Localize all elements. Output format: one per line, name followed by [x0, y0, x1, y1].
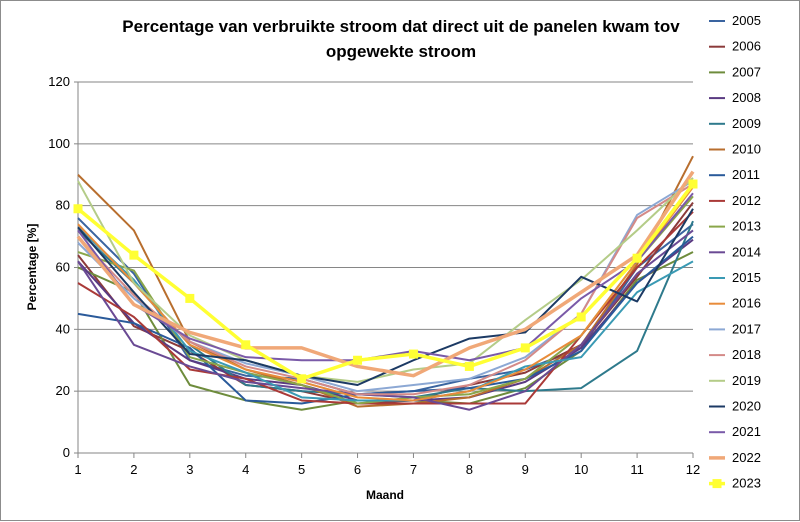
- legend-item-2014: 2014: [709, 244, 761, 259]
- legend-item-2018: 2018: [709, 347, 761, 362]
- y-tick-label: 40: [56, 321, 70, 336]
- y-tick-label: 100: [48, 136, 70, 151]
- series-line-2023: [76, 182, 695, 381]
- legend-label: 2014: [732, 244, 761, 259]
- legend-label: 2007: [732, 64, 761, 79]
- series-layer: [73, 155, 698, 411]
- series-point-2023: [297, 374, 307, 384]
- legend-item-2006: 2006: [709, 39, 761, 54]
- legend-item-2022: 2022: [709, 450, 761, 465]
- legend-label: 2023: [732, 476, 761, 491]
- legend-label: 2006: [732, 39, 761, 54]
- legend-item-2017: 2017: [709, 321, 761, 336]
- series-2016: [77, 186, 694, 402]
- x-tick-label: 3: [186, 462, 193, 477]
- series-2018: [77, 183, 694, 396]
- series-line-2005: [77, 217, 694, 396]
- series-line-2018: [77, 183, 694, 396]
- series-2023: [73, 179, 698, 384]
- y-tick-label: 20: [56, 383, 70, 398]
- legend-label: 2010: [732, 142, 761, 157]
- series-line-2022: [76, 170, 695, 378]
- chart-title-line-1: Percentage van verbruikte stroom dat dir…: [122, 17, 680, 36]
- series-point-2023: [408, 349, 418, 359]
- x-tick-label: 5: [298, 462, 305, 477]
- legend-item-2013: 2013: [709, 219, 761, 234]
- series-2005: [77, 217, 694, 396]
- legend-label: 2021: [732, 424, 761, 439]
- series-point-2023: [576, 312, 586, 322]
- series-2022: [76, 170, 695, 378]
- legend-item-2007: 2007: [709, 64, 761, 79]
- legend-item-2011: 2011: [709, 167, 760, 182]
- legend-item-2009: 2009: [709, 116, 761, 131]
- legend-item-2012: 2012: [709, 193, 761, 208]
- legend-item-2015: 2015: [709, 270, 761, 285]
- series-line-2015: [77, 226, 694, 402]
- legend-label: 2013: [732, 219, 761, 234]
- legend-label: 2008: [732, 90, 761, 105]
- legend-label: 2019: [732, 373, 761, 388]
- series-point-2023: [129, 250, 139, 260]
- series-line-2014: [77, 229, 694, 411]
- x-tick-label: 6: [354, 462, 361, 477]
- legend-item-2008: 2008: [709, 90, 761, 105]
- legend-item-2020: 2020: [709, 399, 761, 414]
- legend-item-2023: 2023: [709, 476, 761, 491]
- legend-item-2021: 2021: [709, 424, 761, 439]
- y-tick-label: 80: [56, 198, 70, 213]
- series-point-2023: [353, 355, 363, 365]
- legend-label: 2012: [732, 193, 761, 208]
- series-point-2023: [73, 204, 83, 214]
- series-point-2023: [185, 293, 195, 303]
- legend-label: 2018: [732, 347, 761, 362]
- legend-label: 2020: [732, 399, 761, 414]
- legend-item-2016: 2016: [709, 296, 761, 311]
- legend-label: 2011: [732, 167, 760, 182]
- y-tick-label: 0: [63, 445, 70, 460]
- legend-item-2019: 2019: [709, 373, 761, 388]
- legend: 2005 2006 2007 2008 2009 2010 2011 2012 2013 2014…: [709, 13, 761, 491]
- x-tick-label: 1: [74, 462, 81, 477]
- series-point-2023: [632, 253, 642, 263]
- series-point-2023: [464, 361, 474, 371]
- x-tick-label: 12: [686, 462, 700, 477]
- legend-label: 2022: [732, 450, 761, 465]
- chart-title-line-2: opgewekte stroom: [326, 42, 476, 61]
- legend-marker: [712, 479, 722, 489]
- x-tick-label: 4: [242, 462, 249, 477]
- series-2014: [77, 229, 694, 411]
- y-tick-label: 120: [48, 74, 70, 89]
- x-tick-label: 11: [630, 462, 644, 477]
- grid-layer: [78, 81, 693, 392]
- x-axis-label: Maand: [366, 488, 404, 502]
- x-tick-label: 10: [574, 462, 588, 477]
- x-tick-label: 9: [522, 462, 529, 477]
- legend-label: 2009: [732, 116, 761, 131]
- series-point-2023: [688, 179, 698, 189]
- x-tick-label: 7: [410, 462, 417, 477]
- y-axis-label: Percentage [%]: [25, 224, 39, 311]
- series-point-2023: [241, 340, 251, 350]
- y-tick-label: 60: [56, 260, 70, 275]
- legend-label: 2015: [732, 270, 761, 285]
- series-2015: [77, 226, 694, 402]
- series-point-2023: [520, 343, 530, 353]
- series-line-2016: [77, 186, 694, 402]
- x-tick-label: 2: [130, 462, 137, 477]
- legend-label: 2017: [732, 321, 761, 336]
- legend-label: 2016: [732, 296, 761, 311]
- legend-item-2010: 2010: [709, 142, 761, 157]
- legend-item-2005: 2005: [709, 13, 761, 28]
- x-tick-label: 8: [466, 462, 473, 477]
- legend-label: 2005: [732, 13, 761, 28]
